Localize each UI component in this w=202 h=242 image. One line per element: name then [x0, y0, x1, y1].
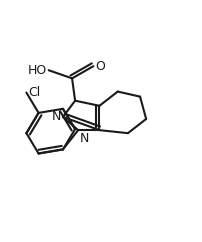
Text: HO: HO	[28, 64, 47, 77]
Text: N: N	[79, 132, 89, 145]
Text: Cl: Cl	[28, 86, 40, 99]
Text: N: N	[52, 110, 61, 123]
Text: O: O	[95, 60, 105, 73]
